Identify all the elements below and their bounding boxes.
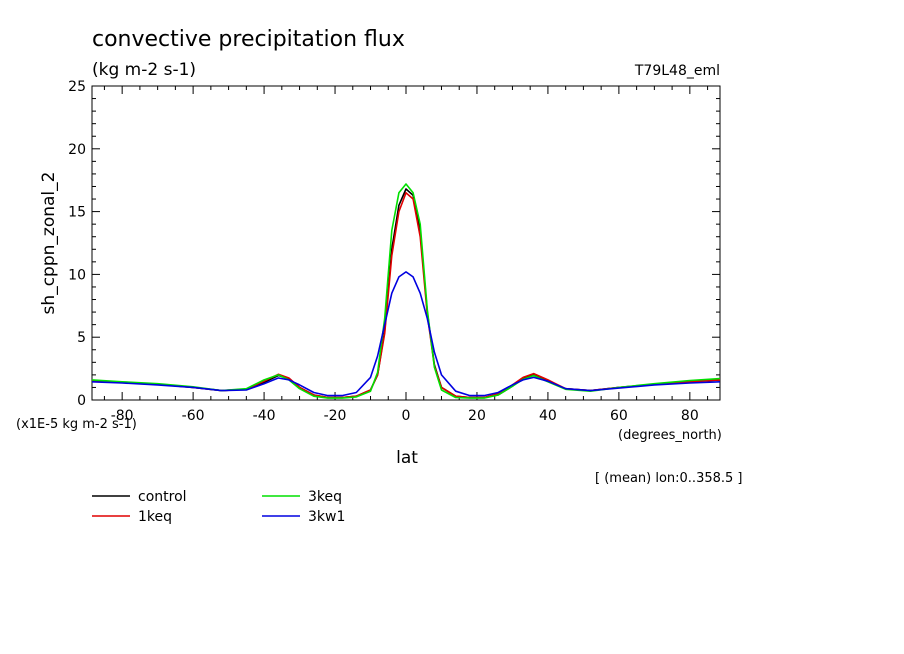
legend-label-3kw1: 3kw1 (308, 509, 345, 525)
x-tick-label: 80 (681, 408, 699, 424)
x-tick-label: -80 (111, 408, 134, 424)
y-tick-label: 5 (77, 330, 86, 346)
x-tick-label: 60 (610, 408, 628, 424)
plot-area: -80 -60 -40 -20 0 20 40 60 80 0 5 10 15 20 25 (68, 79, 721, 424)
series-line-3kw1 (91, 271, 721, 397)
x-tick-label: 0 (402, 408, 411, 424)
chart-title: convective precipitation flux (92, 27, 405, 52)
y-tick-label: 15 (68, 205, 86, 221)
y-axis-label: sh_cppn_zonal_2 (39, 172, 59, 315)
legend-label-control: control (138, 489, 187, 505)
y-tick-label: 20 (68, 142, 86, 158)
legend-label-3keq: 3keq (308, 489, 342, 505)
legend-label-1keq: 1keq (138, 509, 172, 525)
legend: control 1keq 3keq 3kw1 (92, 489, 345, 525)
x-tick-label: 20 (468, 408, 486, 424)
series-line-1keq (91, 192, 721, 399)
series-line-control (91, 188, 721, 399)
averaging-note: [ (mean) lon:0..358.5 ] (595, 471, 743, 486)
y-tick-label: 25 (68, 79, 86, 95)
x-unit-label: (degrees_north) (618, 428, 722, 443)
y-tick-label: 10 (68, 267, 86, 283)
run-label: T79L48_eml (634, 63, 720, 79)
x-axis-label: lat (396, 448, 418, 468)
y-unit-label: (x1E-5 kg m-2 s-1) (16, 417, 137, 432)
chart-subtitle: (kg m-2 s-1) (92, 60, 196, 80)
x-tick-label: -60 (182, 408, 205, 424)
x-tick-label: -40 (253, 408, 276, 424)
plot-frame (91, 85, 721, 401)
x-tick-label: -20 (324, 408, 347, 424)
y-tick-label: 0 (77, 393, 86, 409)
series-line-3keq (91, 183, 721, 399)
x-tick-label: 40 (539, 408, 557, 424)
